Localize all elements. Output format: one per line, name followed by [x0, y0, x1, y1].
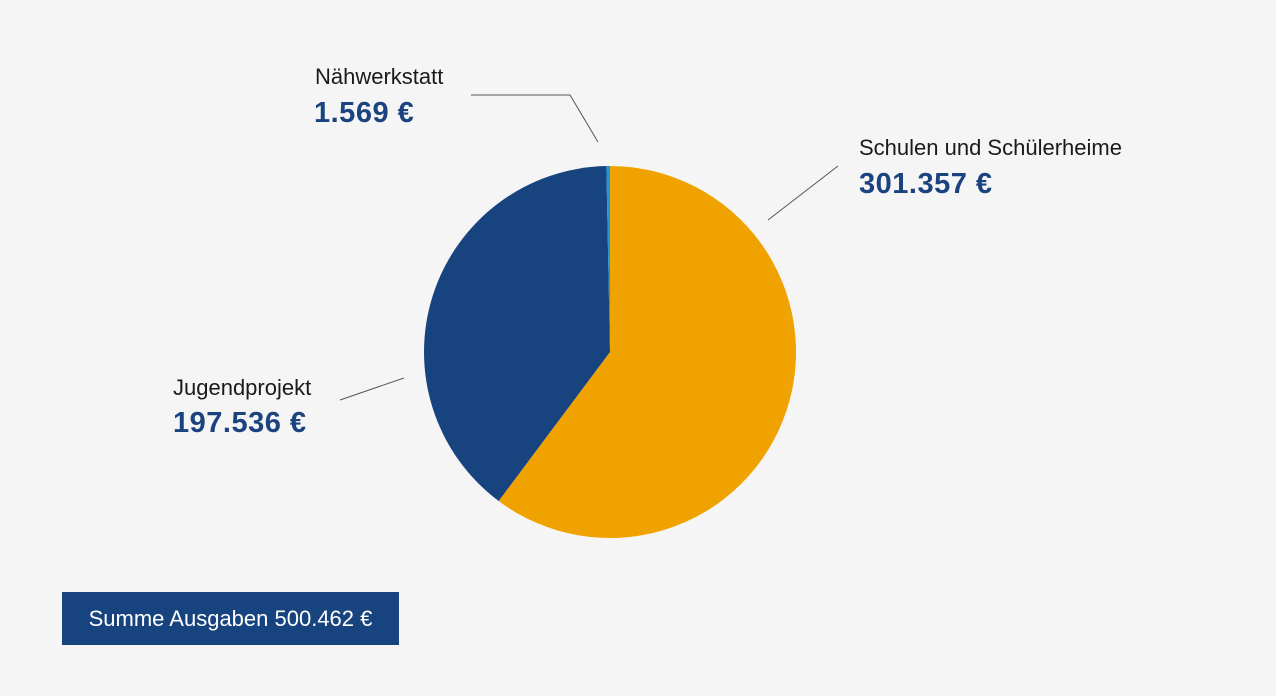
pie-slice-naehwerkstatt [606, 166, 610, 352]
pie-slice-jugendprojekt [424, 166, 610, 501]
slice-value-jugendprojekt: 197.536 € [173, 407, 307, 439]
slice-label-naehwerkstatt: Nähwerkstatt [315, 64, 444, 89]
total-expenses-badge: Summe Ausgaben 500.462 € [62, 592, 399, 645]
slice-label-jugendprojekt: Jugendprojekt [173, 375, 312, 400]
leader-line-schulen [767, 165, 839, 221]
pie-slice-schulen [498, 166, 797, 539]
slice-value-naehwerkstatt: 1.569 € [314, 97, 415, 129]
leader-line-naehwerkstatt [471, 94, 599, 143]
slice-label-schulen: Schulen und Schülerheime [859, 135, 1122, 160]
slice-value-schulen: 301.357 € [859, 168, 993, 200]
leader-line-jugendprojekt [339, 377, 405, 401]
